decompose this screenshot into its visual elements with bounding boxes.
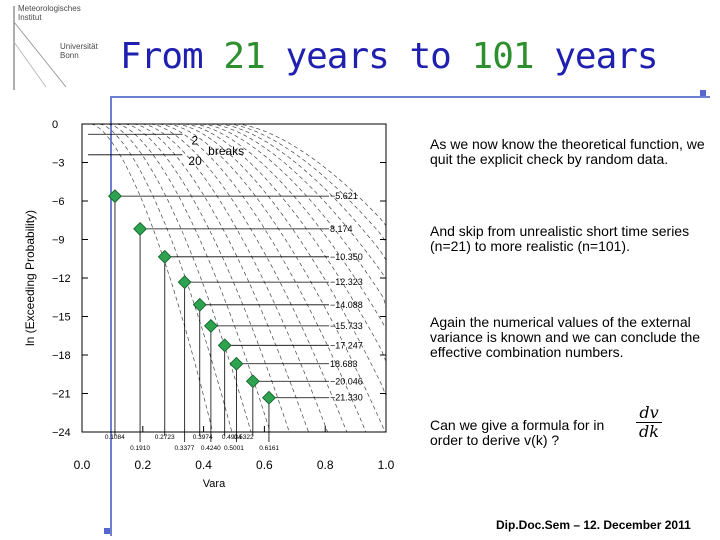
x-axis-label: Vara bbox=[203, 478, 226, 490]
data-point-marker bbox=[245, 374, 260, 389]
x-tick-label: 1.0 bbox=[378, 458, 395, 472]
distribution-curve bbox=[201, 123, 387, 432]
x-tick-label: 0.6 bbox=[256, 458, 273, 472]
title-part-3: years bbox=[554, 36, 658, 77]
y-tick-label: −24 bbox=[52, 427, 71, 439]
logo-line-2: Institut bbox=[18, 13, 42, 22]
point-value-label: −14.088 bbox=[330, 300, 363, 310]
distribution-curve bbox=[108, 123, 252, 433]
distribution-curve bbox=[125, 123, 290, 433]
y-tick-label: −18 bbox=[52, 350, 71, 362]
legend-top-value: 2 bbox=[191, 134, 198, 148]
point-value-label: −17.247 bbox=[330, 340, 363, 350]
distribution-curve bbox=[176, 123, 387, 432]
bottom-value-label-row-1: 0.5322 bbox=[234, 434, 254, 441]
exceeding-probability-chart: −5.621 8.174 −10.350 −12.323 −14.088 −15.733 −… bbox=[23, 119, 395, 490]
y-axis-label: ln (Exceeding Probability) bbox=[23, 210, 37, 346]
data-point-marker bbox=[108, 189, 122, 204]
title-part-2: years to bbox=[285, 36, 451, 77]
point-value-label: −21.330 bbox=[330, 393, 363, 403]
point-value-label: −15.733 bbox=[330, 321, 363, 331]
y-tick-label: −9 bbox=[52, 235, 65, 247]
distribution-curve bbox=[235, 123, 387, 432]
paragraph-2: And skip from unrealistic short time ser… bbox=[430, 223, 690, 254]
distribution-curve bbox=[218, 123, 387, 432]
logo-line-1: Meteorologisches bbox=[18, 4, 81, 13]
x-tick-label: 0.8 bbox=[317, 458, 334, 472]
bottom-value-label-row-2: 0.6161 bbox=[259, 445, 279, 452]
distribution-curve bbox=[227, 123, 387, 432]
chart-marks: −5.621 8.174 −10.350 −12.323 −14.088 −15.733 −… bbox=[105, 134, 363, 452]
corner-square-icon bbox=[700, 90, 706, 96]
distribution-curve bbox=[159, 123, 367, 433]
x-tick-label: 0.4 bbox=[195, 458, 212, 472]
left-vertical-rule bbox=[110, 96, 112, 536]
bottom-value-label-row-2: 0.3377 bbox=[174, 445, 194, 452]
distribution-curve bbox=[133, 123, 309, 433]
x-tick-label: 0.0 bbox=[74, 458, 91, 472]
title-part-1: From bbox=[120, 36, 204, 77]
title-number-2: 101 bbox=[471, 36, 535, 77]
chart-axes: 0 −3 −6 −9 −12 −15 −18 −21 −24 0.0 0.2 0.4 0.6 0.8 1.0… bbox=[23, 119, 395, 490]
data-point-marker bbox=[157, 249, 172, 264]
logo-graphic-icon bbox=[13, 6, 67, 90]
data-point-marker bbox=[192, 297, 207, 312]
logo-line-3: Universität bbox=[60, 42, 98, 51]
data-point-marker bbox=[229, 356, 244, 371]
bottom-value-label-row-1: 0.4934 bbox=[222, 434, 242, 441]
bottom-value-label-row-1: 0.3974 bbox=[193, 434, 213, 441]
paragraph-1: As we now know the theoretical function,… bbox=[430, 136, 705, 167]
bottom-value-label-row-2: 0.5001 bbox=[224, 445, 244, 452]
title-number-1: 21 bbox=[223, 36, 265, 77]
paragraph-4: Can we give a formula for in order to de… bbox=[430, 417, 605, 448]
y-tick-label: −3 bbox=[52, 158, 65, 170]
y-tick-label: −21 bbox=[52, 389, 71, 401]
distribution-curve bbox=[142, 123, 328, 433]
y-tick-label: −6 bbox=[52, 196, 65, 208]
point-value-label: −10.350 bbox=[330, 252, 363, 262]
data-point-marker bbox=[133, 221, 147, 236]
distribution-curve bbox=[184, 123, 387, 432]
bottom-value-label-row-1: 0.2723 bbox=[155, 434, 175, 441]
distribution-curve bbox=[99, 123, 233, 433]
formula-denominator: dk bbox=[636, 422, 662, 441]
legend-bottom-value: 20 bbox=[188, 154, 202, 168]
logo-line-4: Bonn bbox=[60, 51, 79, 60]
y-tick-label: −15 bbox=[52, 312, 71, 324]
data-point-marker bbox=[203, 318, 218, 333]
distribution-curve bbox=[91, 123, 214, 433]
slide-title: From 21 years to 101 years bbox=[120, 36, 659, 77]
y-tick-label: −12 bbox=[52, 273, 71, 285]
y-tick-label: 0 bbox=[52, 119, 58, 131]
derivative-formula: dv dk bbox=[636, 404, 662, 441]
bottom-value-label-row-1: 0.1084 bbox=[105, 434, 125, 441]
data-point-marker bbox=[217, 338, 232, 353]
distribution-curve bbox=[150, 123, 348, 433]
distribution-curve bbox=[116, 123, 271, 433]
point-value-label: −12.323 bbox=[330, 277, 363, 287]
point-value-label: −5.621 bbox=[330, 191, 358, 201]
point-value-label: 8.174 bbox=[330, 224, 353, 234]
institute-logo: Meteorologisches Institut Universität Bo… bbox=[6, 2, 106, 94]
point-value-label: 18.683 bbox=[330, 359, 358, 369]
bottom-value-label-row-2: 0.1910 bbox=[130, 445, 150, 452]
distribution-curve bbox=[193, 123, 387, 432]
point-value-label: −20.046 bbox=[330, 376, 363, 386]
legend-label: breaks bbox=[208, 144, 244, 158]
bottom-value-label-row-2: 0.4240 bbox=[201, 445, 221, 452]
x-tick-label: 0.2 bbox=[134, 458, 151, 472]
bottom-square-icon bbox=[104, 528, 110, 534]
formula-numerator: dv bbox=[639, 403, 659, 422]
data-point-marker bbox=[177, 275, 192, 290]
data-point-marker bbox=[262, 390, 276, 405]
footer-text: Dip.Doc.Sem – 12. December 2011 bbox=[496, 518, 691, 532]
title-underline bbox=[110, 96, 710, 98]
paragraph-3: Again the numerical values of the extern… bbox=[430, 314, 701, 360]
chart-guide-lines bbox=[88, 133, 329, 442]
